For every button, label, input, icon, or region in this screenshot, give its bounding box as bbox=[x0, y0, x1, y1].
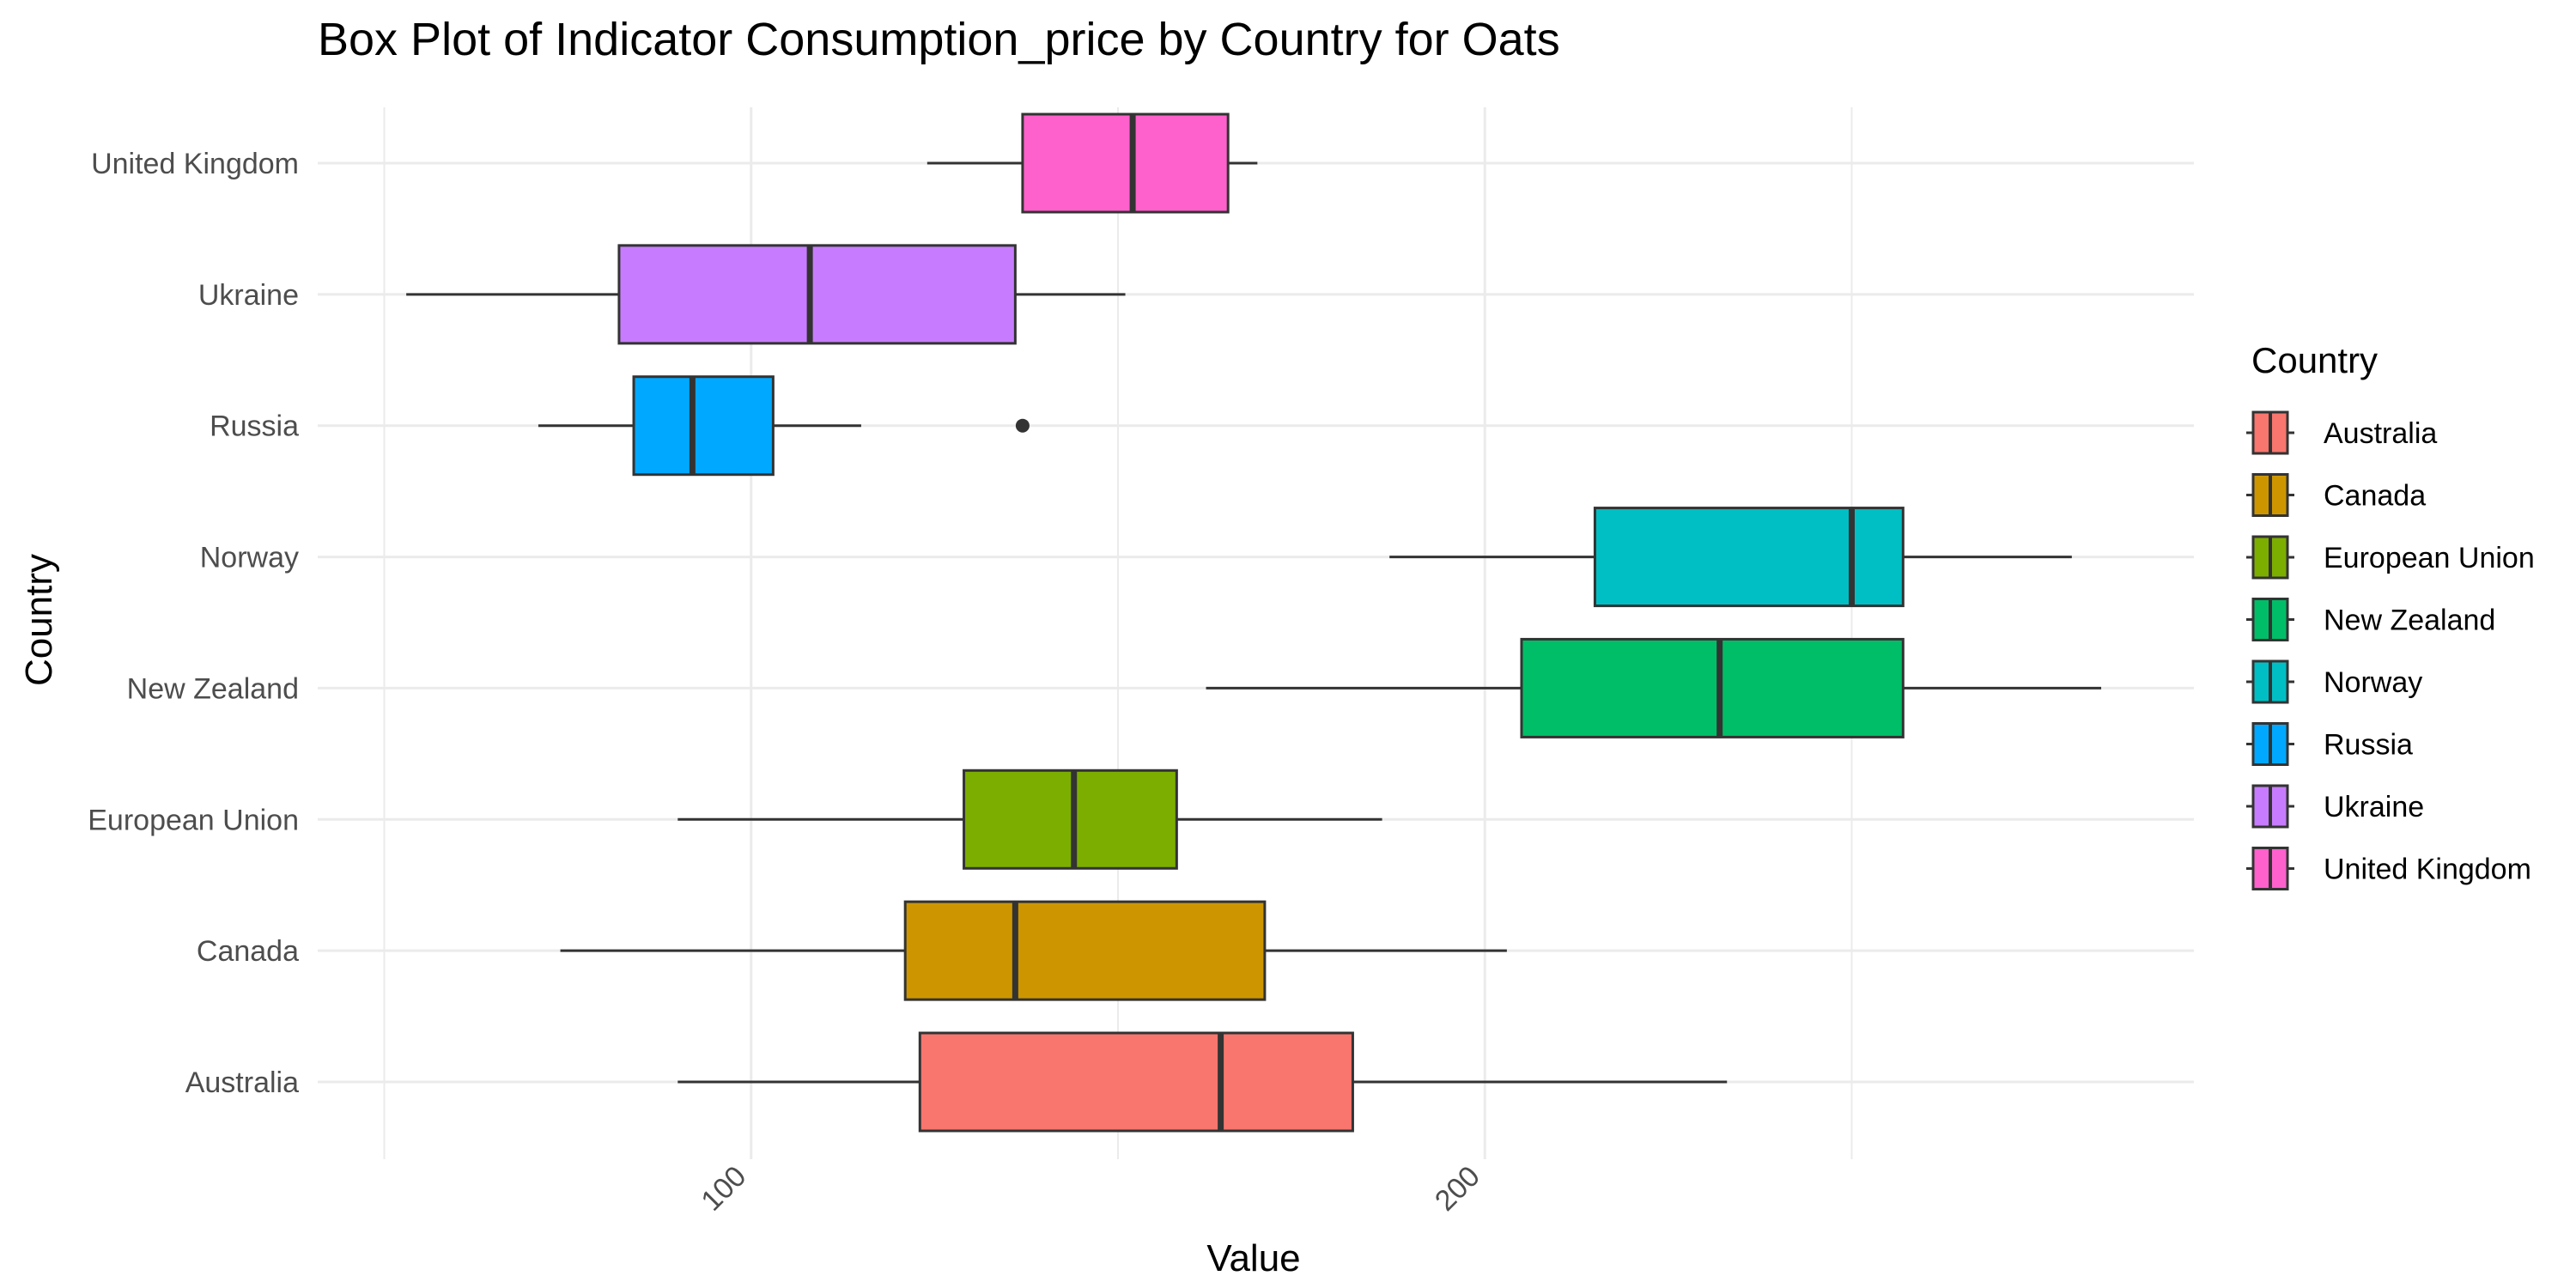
legend-label: United Kingdom bbox=[2324, 854, 2531, 886]
category-labels: Australia Canada European Union New Zealand… bbox=[88, 148, 299, 1099]
box-iqr bbox=[617, 244, 1017, 345]
legend-item: Australia bbox=[2246, 410, 2437, 455]
legend-label: Ukraine bbox=[2324, 791, 2424, 823]
legend-items: Australia Canada European Union New Zealand… bbox=[2246, 410, 2535, 890]
legend: Country Australia Canada European Union New… bbox=[2246, 340, 2535, 890]
y-tick-label: Russia bbox=[210, 410, 299, 443]
legend-item: Ukraine bbox=[2246, 784, 2424, 829]
y-tick-label: Norway bbox=[200, 542, 299, 574]
box-iqr bbox=[918, 1031, 1354, 1133]
legend-label: New Zealand bbox=[2324, 605, 2495, 637]
legend-label: European Union bbox=[2324, 542, 2535, 574]
legend-title: Country bbox=[2251, 340, 2378, 380]
y-tick-label: Ukraine bbox=[198, 279, 299, 312]
box-iqr bbox=[1021, 112, 1230, 214]
x-tick-labels: 100 200 bbox=[695, 1160, 1485, 1218]
legend-item: Russia bbox=[2246, 722, 2413, 766]
box-iqr bbox=[1520, 637, 1905, 738]
chart-title: Box Plot of Indicator Consumption_price … bbox=[318, 14, 1560, 65]
box-russia bbox=[538, 375, 1030, 477]
box-european-union bbox=[677, 769, 1382, 870]
legend-item: Canada bbox=[2246, 473, 2426, 517]
x-tick-label: 200 bbox=[1429, 1160, 1486, 1218]
box-iqr bbox=[632, 375, 775, 477]
legend-item: New Zealand bbox=[2246, 598, 2495, 641]
box-united-kingdom bbox=[927, 112, 1258, 214]
y-tick-label: European Union bbox=[88, 804, 299, 836]
x-axis-title: Value bbox=[1206, 1237, 1300, 1279]
y-axis-title: Country bbox=[18, 554, 60, 686]
legend-label: Australia bbox=[2324, 417, 2437, 450]
box-australia bbox=[677, 1031, 1728, 1133]
box-iqr bbox=[963, 769, 1178, 870]
box-norway bbox=[1389, 507, 2072, 608]
grid-layer bbox=[318, 107, 2194, 1159]
box-iqr bbox=[1593, 507, 1905, 608]
y-tick-label: Australia bbox=[185, 1066, 299, 1099]
legend-label: Russia bbox=[2324, 729, 2413, 762]
legend-label: Canada bbox=[2324, 480, 2426, 513]
box-layer bbox=[406, 112, 2102, 1133]
x-tick-label: 100 bbox=[695, 1160, 752, 1218]
legend-item: Norway bbox=[2246, 659, 2422, 704]
box-canada bbox=[560, 900, 1507, 1001]
outlier-point bbox=[1015, 418, 1030, 433]
box-ukraine bbox=[406, 244, 1126, 345]
y-tick-label: United Kingdom bbox=[91, 148, 299, 180]
legend-item: United Kingdom bbox=[2246, 847, 2531, 890]
box-iqr bbox=[903, 900, 1267, 1001]
y-tick-label: Canada bbox=[197, 935, 299, 968]
y-tick-label: New Zealand bbox=[127, 672, 299, 705]
legend-item: European Union bbox=[2246, 535, 2535, 580]
box-new-zealand bbox=[1206, 637, 2102, 738]
legend-label: Norway bbox=[2324, 666, 2422, 699]
